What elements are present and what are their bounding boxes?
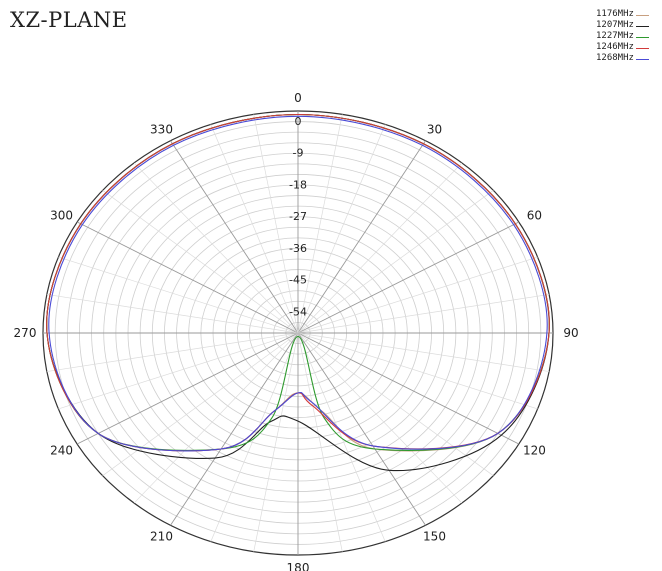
legend-item: 1246MHz [596, 42, 649, 53]
legend-swatch [635, 25, 649, 27]
angle-spoke [297, 332, 494, 476]
legend-item: 1176MHz [596, 9, 649, 20]
angle-spoke [297, 256, 538, 334]
angle-spoke [210, 124, 299, 334]
angle-label: 90 [563, 326, 578, 340]
angle-spoke [297, 332, 538, 410]
angle-label: 30 [427, 122, 442, 136]
angle-spoke [297, 221, 520, 334]
legend-label: 1268MHz [596, 53, 634, 63]
angle-spokes [43, 111, 553, 555]
angle-spoke [76, 221, 299, 334]
angle-spoke [253, 332, 299, 552]
legend-label: 1207MHz [596, 20, 634, 30]
angle-spoke [58, 332, 299, 410]
angle-spoke [297, 162, 463, 334]
radial-tick-label: -36 [289, 242, 307, 255]
series-layer [46, 113, 550, 472]
legend-item: 1227MHz [596, 31, 649, 42]
label-layer: 0 -9 -18 -27 -36 -45 -54 0 30 60 90 120 150 180 210 240… [14, 91, 579, 571]
angle-spoke [170, 332, 299, 526]
legend-item: 1268MHz [596, 53, 649, 64]
angle-label: 210 [150, 530, 173, 544]
angle-spoke [46, 332, 299, 372]
angle-spoke [297, 332, 386, 542]
legend-swatch [635, 14, 649, 16]
angle-label: 120 [523, 444, 546, 458]
legend-swatch [635, 58, 649, 60]
angle-label: 180 [287, 561, 310, 571]
angle-spoke [102, 190, 299, 334]
legend-swatch [635, 36, 649, 38]
radial-tick-label: -18 [289, 178, 307, 191]
chart-title: XZ-PLANE [10, 8, 128, 32]
angle-spoke [297, 124, 386, 334]
angle-spoke [102, 332, 299, 476]
angle-spoke [297, 190, 494, 334]
legend: 1176MHz 1207MHz 1227MHz 1246MHz 1268MHz [596, 9, 649, 64]
angle-label: 270 [14, 326, 37, 340]
angle-spoke [297, 332, 520, 445]
radial-tick-label: -54 [289, 305, 307, 318]
angle-spoke [297, 332, 463, 504]
angle-spoke [58, 256, 299, 334]
angle-spoke [253, 114, 299, 334]
angle-label: 330 [150, 122, 173, 136]
radial-tick-label: 0 [295, 115, 302, 128]
legend-swatch [635, 47, 649, 49]
angle-spoke [297, 140, 426, 334]
angle-spoke [133, 332, 299, 504]
angle-spoke [133, 162, 299, 334]
angle-label: 150 [423, 530, 446, 544]
angle-spoke [297, 114, 343, 334]
angle-spoke [297, 332, 343, 552]
radial-tick-label: -45 [289, 274, 307, 287]
radial-tick-label: -27 [289, 210, 307, 223]
angle-spoke [76, 332, 299, 445]
angle-label: 240 [50, 444, 73, 458]
angle-spoke [46, 294, 299, 334]
legend-label: 1227MHz [596, 31, 634, 41]
legend-label: 1246MHz [596, 42, 634, 52]
legend-item: 1207MHz [596, 20, 649, 31]
angle-label: 0 [294, 91, 302, 105]
radial-tick-label: -9 [293, 147, 304, 160]
angle-label: 60 [527, 209, 542, 223]
angle-spoke [297, 332, 550, 372]
legend-label: 1176MHz [596, 9, 634, 19]
angle-spoke [297, 294, 550, 334]
series-1268MHz-trace [48, 115, 548, 452]
angle-spoke [170, 140, 299, 334]
angle-spoke [210, 332, 299, 542]
angle-label: 300 [50, 209, 73, 223]
angle-spoke [297, 332, 426, 526]
